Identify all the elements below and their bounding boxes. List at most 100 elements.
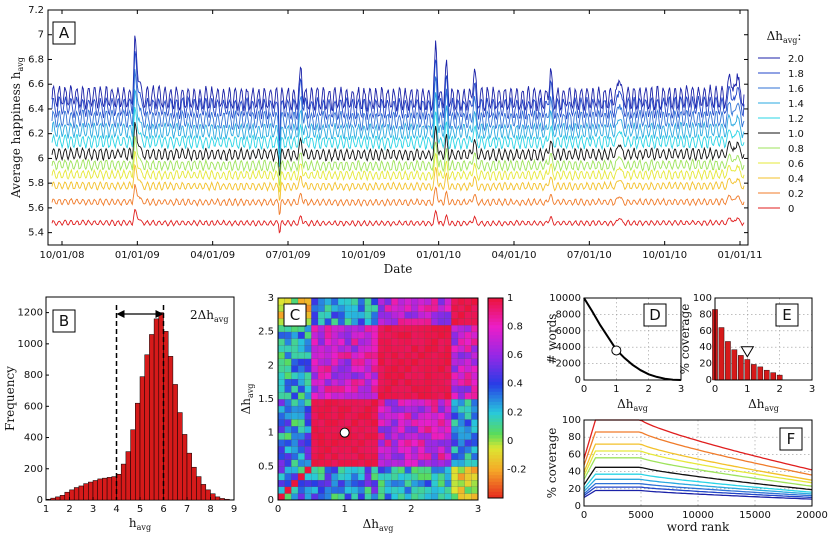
panel-c-heatmap-cell (457, 304, 466, 312)
panel-c-heatmap-cell (324, 318, 332, 326)
panel-b-annotation: 2Δhavg​ (190, 308, 228, 324)
panel-c-colorbar-segment (488, 354, 503, 359)
panel-c-heatmap-cell (344, 331, 352, 339)
panel-c-heatmap-cell (444, 331, 452, 339)
panel-e-ytick-label: 0 (706, 375, 712, 386)
panel-e-ytick-label: 20 (699, 359, 712, 370)
panel-c-heatmap-cell (424, 345, 432, 353)
panel-c-heatmap-cell (317, 318, 326, 326)
panel-c-heatmap-cell (384, 385, 392, 393)
panel-c-heatmap-cell (344, 385, 352, 393)
panel-c-colorbar-segment (488, 324, 503, 329)
panel-f-xtick-label: 0 (581, 510, 587, 521)
panel-c-heatmap-cell (431, 392, 439, 400)
panel-c-heatmap-cell (277, 358, 286, 366)
panel-c-heatmap-cell (324, 419, 332, 427)
panel-c-heatmap-cell (324, 398, 332, 407)
panel-c-heatmap-cell (344, 446, 352, 454)
panel-c-heatmap-cell (417, 405, 426, 413)
panel-c-heatmap-cell (377, 297, 386, 306)
panel-c-heatmap-cell (404, 419, 412, 427)
panel-c-heatmap-cell (437, 398, 446, 407)
panel-c-heatmap-cell (357, 446, 366, 454)
panel-c-heatmap-cell (444, 392, 452, 400)
panel-c-heatmap-cell (437, 419, 446, 427)
panel-c-heatmap-cell (377, 324, 386, 333)
panel-f-ytick-label: 100 (562, 415, 581, 426)
panel-c-heatmap-cell (364, 466, 372, 474)
panel-c-heatmap-cell (384, 331, 392, 339)
panel-c-heatmap-cell (364, 345, 372, 353)
panel-c-heatmap-cell (444, 345, 452, 353)
panel-c-heatmap-cell (344, 472, 352, 481)
panel-c-heatmap-cell (324, 331, 332, 339)
panel-c-heatmap-cell (297, 385, 306, 393)
panel-c-heatmap-cell (331, 466, 339, 474)
panel-c-heatmap-cell (377, 439, 386, 447)
panel-c-heatmap-cell (431, 446, 439, 454)
panel-c-heatmap-cell (351, 398, 359, 407)
panel-c-colorbar-segment (488, 414, 503, 419)
panel-c-heatmap-cell (437, 318, 446, 326)
panel-c-heatmap-cell (357, 466, 366, 474)
panel-c-colorbar-tick: 0.6 (507, 350, 523, 361)
panel-c-heatmap-cell (391, 331, 399, 339)
panel-c-heatmap-cell (397, 331, 406, 339)
panel-c-heatmap-cell (364, 398, 372, 407)
panel-c-heatmap-cell (471, 466, 479, 474)
panel-c-heatmap-cell (417, 365, 426, 373)
panel-c-heatmap-cell (464, 425, 472, 434)
panel-a-series-line (51, 88, 745, 161)
panel-c-heatmap-cell (471, 459, 479, 467)
panel-b-bar (144, 354, 150, 501)
panel-d-marker (611, 345, 622, 356)
panel-b-bar (69, 489, 75, 501)
panel-c-heatmap-cell (411, 324, 419, 333)
panel-c-heatmap-cell (377, 358, 386, 366)
panel-c-heatmap-cell (451, 378, 459, 386)
panel-c-heatmap-cell (437, 472, 446, 481)
panel-c-heatmap-cell (437, 338, 446, 346)
panel-c-heatmap-cell (424, 479, 432, 487)
panel-c-heatmap-cell (317, 439, 326, 447)
panel-c-ytick-label: 2.5 (258, 327, 274, 338)
panel-c-heatmap-cell (291, 439, 299, 447)
panel-c-heatmap-cell (304, 398, 312, 407)
panel-c-heatmap-cell (351, 419, 359, 427)
panel-c-heatmap-cell (451, 365, 459, 373)
panel-c-heatmap-cell (444, 358, 452, 366)
panel-c-heatmap-cell (324, 439, 332, 447)
panel-c-heatmap-cell (391, 425, 399, 434)
panel-c-heatmap-cell (411, 318, 419, 326)
panel-c-heatmap-cell (404, 351, 412, 360)
panel-c-heatmap-cell (297, 452, 306, 461)
panel-c-heatmap-cell (304, 486, 312, 494)
panel-c-heatmap-cell (471, 419, 479, 427)
panel-c-heatmap-cell (277, 371, 286, 380)
panel-c-heatmap-cell (331, 486, 339, 494)
panel-c-heatmap-cell (431, 398, 439, 407)
panel-c-heatmap-cell (431, 371, 439, 380)
panel-c-heatmap-cell (444, 324, 452, 333)
panel-c-heatmap-cell (351, 486, 359, 494)
panel-c-heatmap-cell (437, 466, 446, 474)
panel-c-heatmap-cell (384, 446, 392, 454)
panel-c-heatmap-cell (364, 452, 372, 461)
panel-a-frame (47, 9, 749, 246)
panel-c-heatmap-cell (464, 405, 472, 413)
panel-c-heatmap-cell (291, 365, 299, 373)
panel-c-heatmap-cell (337, 351, 346, 360)
panel-a-xtick-label: 07/01/10 (567, 250, 612, 261)
panel-c-heatmap-cell (431, 432, 439, 440)
panel-c-heatmap-cell (451, 331, 459, 339)
panel-c-heatmap-cell (324, 446, 332, 454)
panel-b-xlabel: havg​ (129, 516, 151, 532)
panel-c-heatmap-cell (431, 493, 439, 501)
panel-c-heatmap-cell (377, 304, 386, 312)
panel-c-heatmap-cell (337, 479, 346, 487)
panel-c-heatmap-cell (351, 459, 359, 467)
panel-c-heatmap-cell (444, 365, 452, 373)
panel-c-heatmap-cell (304, 419, 312, 427)
panel-c-heatmap-cell (371, 466, 379, 474)
panel-b-bar (191, 466, 197, 501)
